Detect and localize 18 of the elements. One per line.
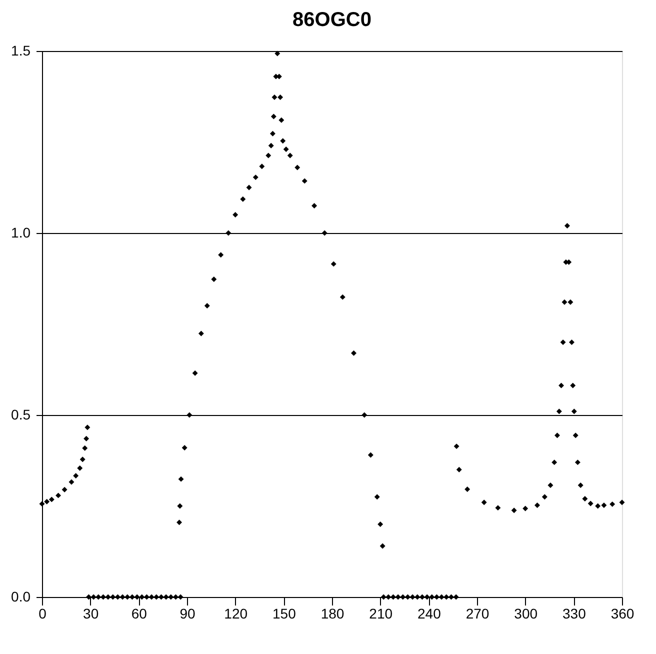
- x-tick-label: 0: [38, 606, 47, 622]
- x-tick-label: 210: [369, 606, 393, 622]
- y-tick-label: 0.5: [11, 406, 31, 422]
- x-tick-label: 90: [180, 606, 196, 622]
- x-tick-label: 330: [562, 606, 586, 622]
- x-tick-label: 30: [83, 606, 99, 622]
- x-tick-label: 60: [131, 606, 148, 622]
- x-tick-label: 360: [610, 606, 634, 622]
- chart-title: 86OGC0: [292, 9, 372, 31]
- x-tick-label: 300: [514, 606, 538, 622]
- x-tick-label: 150: [272, 606, 296, 622]
- y-tick-label: 1.5: [11, 42, 31, 58]
- x-tick-label: 240: [417, 606, 442, 622]
- x-tick-label: 120: [224, 606, 248, 622]
- x-tick-label: 270: [466, 606, 490, 622]
- y-tick-label: 0.0: [11, 588, 31, 604]
- x-tick-label: 180: [320, 606, 344, 622]
- y-tick-label: 1.0: [11, 224, 31, 240]
